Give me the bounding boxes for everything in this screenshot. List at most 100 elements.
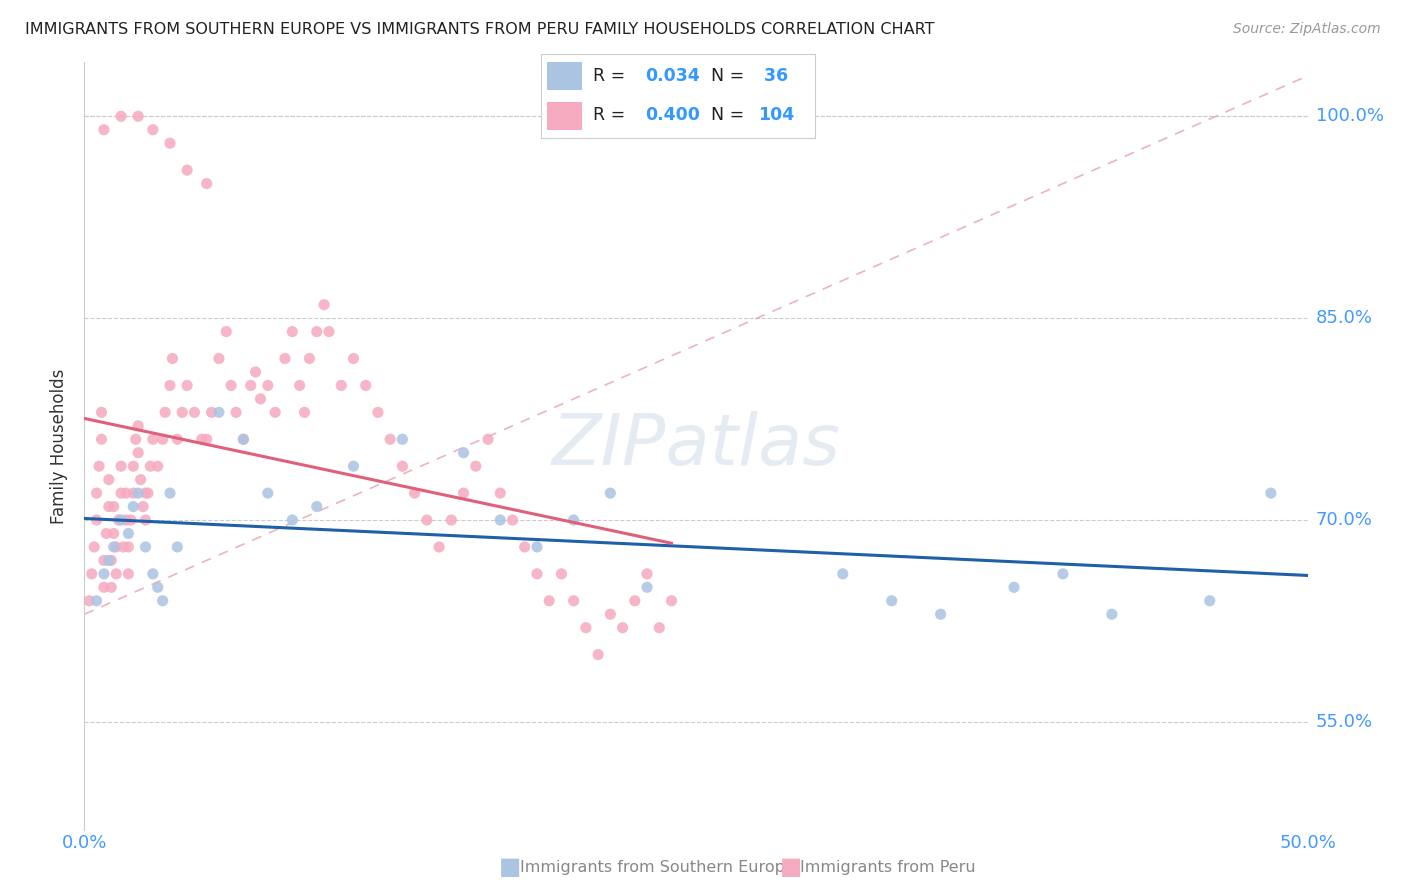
Point: [219, 378, 242, 392]
Point: [97, 500, 120, 514]
Point: [122, 459, 145, 474]
Point: [294, 405, 316, 419]
Point: [305, 325, 328, 339]
Point: [538, 594, 561, 608]
Point: [661, 594, 683, 608]
Point: [122, 486, 145, 500]
Point: [103, 540, 125, 554]
Point: [562, 513, 585, 527]
Point: [464, 459, 486, 474]
Point: [367, 405, 389, 419]
Point: [86, 513, 108, 527]
Point: [929, 607, 952, 622]
Point: [257, 486, 280, 500]
Point: [93, 553, 115, 567]
Point: [110, 486, 132, 500]
Point: [380, 432, 402, 446]
Point: [314, 298, 336, 312]
Point: [105, 566, 128, 581]
Point: [427, 540, 450, 554]
Point: [636, 566, 658, 581]
Point: [146, 459, 169, 474]
Point: [599, 486, 621, 500]
Point: [153, 405, 176, 419]
Point: [166, 540, 188, 554]
Point: [502, 513, 524, 527]
Point: [477, 432, 499, 446]
Text: Immigrants from Peru: Immigrants from Peru: [800, 860, 976, 874]
Point: [183, 405, 205, 419]
Point: [550, 566, 572, 581]
Text: ZIPatlas: ZIPatlas: [551, 411, 841, 481]
Point: [97, 553, 120, 567]
Point: [831, 566, 853, 581]
Text: 0.034: 0.034: [645, 68, 700, 86]
Point: [1198, 594, 1220, 608]
Point: [354, 378, 377, 392]
Point: [1002, 580, 1025, 594]
Point: [93, 122, 115, 136]
Point: [416, 513, 439, 527]
Point: [191, 432, 214, 446]
Point: [624, 594, 647, 608]
Point: [96, 526, 118, 541]
Point: [86, 486, 108, 500]
Point: [526, 540, 548, 554]
Point: [232, 432, 254, 446]
Point: [159, 378, 181, 392]
Text: 100.0%: 100.0%: [1316, 107, 1384, 125]
Point: [142, 566, 165, 581]
Point: [274, 351, 297, 366]
Point: [489, 486, 512, 500]
Point: [136, 486, 159, 500]
Point: [97, 473, 120, 487]
Point: [110, 459, 132, 474]
Point: [526, 566, 548, 581]
Point: [562, 594, 585, 608]
Point: [305, 500, 328, 514]
Text: 104: 104: [758, 105, 794, 123]
Point: [636, 580, 658, 594]
Point: [489, 513, 512, 527]
Point: [342, 459, 364, 474]
Point: [83, 540, 105, 554]
Point: [100, 553, 122, 567]
Point: [105, 540, 128, 554]
Point: [152, 432, 174, 446]
Point: [342, 351, 364, 366]
Point: [453, 446, 475, 460]
Point: [142, 122, 165, 136]
Point: [232, 432, 254, 446]
Point: [110, 109, 132, 123]
Point: [166, 432, 188, 446]
Point: [122, 500, 145, 514]
Point: [1260, 486, 1282, 500]
Point: [135, 513, 157, 527]
Point: [288, 378, 311, 392]
Text: IMMIGRANTS FROM SOUTHERN EUROPE VS IMMIGRANTS FROM PERU FAMILY HOUSEHOLDS CORREL: IMMIGRANTS FROM SOUTHERN EUROPE VS IMMIG…: [25, 22, 935, 37]
Point: [245, 365, 267, 379]
Y-axis label: Family Households: Family Households: [51, 368, 69, 524]
Point: [330, 378, 353, 392]
Point: [135, 486, 157, 500]
Point: [281, 513, 304, 527]
Point: [103, 526, 125, 541]
Point: [110, 513, 132, 527]
Point: [129, 473, 152, 487]
Text: ■: ■: [499, 855, 522, 879]
Point: [159, 486, 181, 500]
Point: [648, 621, 671, 635]
Text: 55.0%: 55.0%: [1316, 713, 1374, 731]
Point: [440, 513, 463, 527]
Point: [257, 378, 280, 392]
Point: [880, 594, 903, 608]
Point: [162, 351, 184, 366]
Point: [90, 432, 112, 446]
Point: [127, 446, 149, 460]
Text: N =: N =: [711, 68, 749, 86]
Text: 36: 36: [758, 68, 787, 86]
Point: [117, 566, 139, 581]
Point: [1052, 566, 1074, 581]
Text: 85.0%: 85.0%: [1316, 310, 1372, 327]
Point: [172, 405, 194, 419]
